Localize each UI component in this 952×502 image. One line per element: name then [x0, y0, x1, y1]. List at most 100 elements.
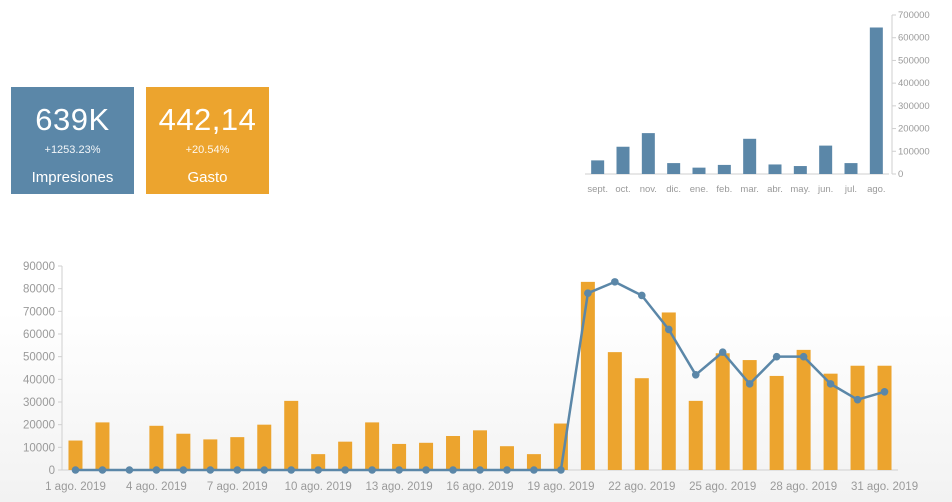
daily-line-point — [260, 466, 269, 474]
daily-line-point — [826, 380, 835, 388]
monthly-bar — [591, 160, 605, 174]
monthly-y-tick-label: 400000 — [898, 78, 930, 89]
daily-line-point — [341, 466, 349, 474]
daily-y-tick-label: 30000 — [23, 397, 55, 409]
daily-line-point — [287, 466, 296, 474]
monthly-x-tick-label: jul. — [844, 184, 857, 195]
daily-bar — [176, 433, 191, 470]
monthly-bar — [717, 164, 731, 174]
monthly-x-tick-label: nov. — [640, 184, 657, 195]
monthly-y-tick-label: 200000 — [898, 124, 930, 135]
daily-x-tick-label: 25 ago. 2019 — [689, 481, 756, 493]
daily-bar — [95, 422, 110, 470]
daily-line-point — [880, 388, 889, 396]
daily-bar — [230, 437, 245, 470]
daily-line-point — [611, 278, 619, 286]
daily-line-point — [449, 466, 457, 474]
daily-line-point — [638, 291, 646, 300]
monthly-bar — [793, 166, 807, 174]
daily-bar — [149, 425, 164, 470]
monthly-bar — [641, 133, 655, 174]
daily-bar — [877, 365, 892, 470]
daily-line-point — [745, 380, 754, 388]
kpi-label: Gasto — [187, 169, 228, 186]
daily-line-point — [718, 348, 727, 356]
daily-line-point — [233, 466, 242, 474]
daily-y-tick-label: 10000 — [23, 442, 55, 454]
monthly-x-tick-label: jun. — [817, 184, 833, 195]
monthly-x-tick-label: feb. — [716, 184, 732, 195]
daily-line-point — [98, 466, 107, 474]
daily-bar — [311, 454, 326, 470]
daily-line-point — [152, 466, 161, 474]
monthly-bar — [768, 164, 782, 174]
monthly-y-tick-label: 600000 — [898, 33, 930, 44]
daily-bar — [580, 281, 595, 470]
daily-bar — [257, 424, 272, 470]
monthly-x-tick-label: abr. — [767, 184, 783, 195]
daily-line-point — [772, 352, 781, 361]
monthly-bar — [667, 163, 681, 174]
kpi-change: +1253.23% — [44, 144, 101, 156]
daily-x-tick-label: 31 ago. 2019 — [851, 481, 918, 493]
monthly-x-tick-label: sept. — [587, 184, 608, 195]
kpi-change: +20.54% — [185, 144, 230, 156]
daily-line-point — [125, 466, 134, 474]
monthly-y-tick-label: 300000 — [898, 101, 930, 112]
daily-bar — [742, 360, 757, 470]
kpi-value: 639K — [35, 102, 110, 137]
daily-line-point — [530, 466, 538, 474]
daily-y-tick-label: 0 — [49, 465, 55, 477]
kpi-card-gasto: 442,14 +20.54% Gasto — [146, 87, 269, 194]
daily-bar — [473, 430, 487, 470]
monthly-x-tick-label: may. — [790, 184, 810, 195]
daily-line-point — [422, 466, 430, 474]
daily-bar — [850, 365, 865, 470]
daily-line-point — [664, 325, 673, 334]
monthly-y-tick-label: 100000 — [898, 146, 930, 157]
daily-x-tick-label: 10 ago. 2019 — [285, 481, 352, 493]
monthly-bar — [692, 167, 706, 174]
daily-bar — [284, 400, 299, 470]
daily-bar — [68, 440, 83, 470]
monthly-bar — [743, 138, 757, 174]
daily-y-tick-label: 40000 — [23, 374, 55, 386]
daily-bar — [796, 349, 811, 470]
daily-bar — [553, 423, 568, 470]
daily-bar — [607, 352, 622, 470]
monthly-y-tick-label: 700000 — [898, 10, 930, 21]
kpi-card-impresiones: 639K +1253.23% Impresiones — [11, 87, 134, 194]
daily-line-point — [206, 466, 215, 474]
daily-bar — [419, 442, 434, 470]
daily-x-tick-label: 4 ago. 2019 — [126, 481, 187, 493]
monthly-y-tick-label: 500000 — [898, 55, 930, 66]
daily-line-point — [395, 466, 403, 474]
monthly-x-tick-label: dic. — [666, 184, 681, 195]
kpi-value: 442,14 — [158, 102, 257, 137]
daily-bar — [526, 454, 541, 470]
daily-x-tick-label: 16 ago. 2019 — [446, 481, 513, 493]
daily-line-point — [71, 466, 80, 474]
daily-x-tick-label: 1 ago. 2019 — [45, 481, 106, 493]
daily-line-point — [476, 466, 484, 474]
daily-y-tick-label: 90000 — [23, 261, 55, 273]
daily-line-point — [368, 466, 376, 474]
monthly-x-tick-label: oct. — [615, 184, 630, 195]
kpi-label: Impresiones — [31, 169, 114, 186]
daily-bar — [823, 373, 838, 470]
daily-bar — [446, 436, 461, 470]
daily-bar — [365, 422, 380, 470]
daily-x-tick-label: 19 ago. 2019 — [527, 481, 594, 493]
daily-y-tick-label: 20000 — [23, 420, 55, 432]
daily-bar — [688, 400, 703, 470]
daily-line-point — [584, 289, 592, 298]
daily-bar — [338, 441, 353, 470]
daily-line-point — [691, 371, 700, 379]
daily-line-point — [179, 466, 188, 474]
daily-bar — [499, 446, 514, 470]
daily-x-tick-label: 28 ago. 2019 — [770, 481, 837, 493]
monthly-bar — [869, 27, 883, 174]
monthly-y-tick-label: 0 — [898, 169, 903, 180]
monthly-bar — [819, 145, 833, 174]
